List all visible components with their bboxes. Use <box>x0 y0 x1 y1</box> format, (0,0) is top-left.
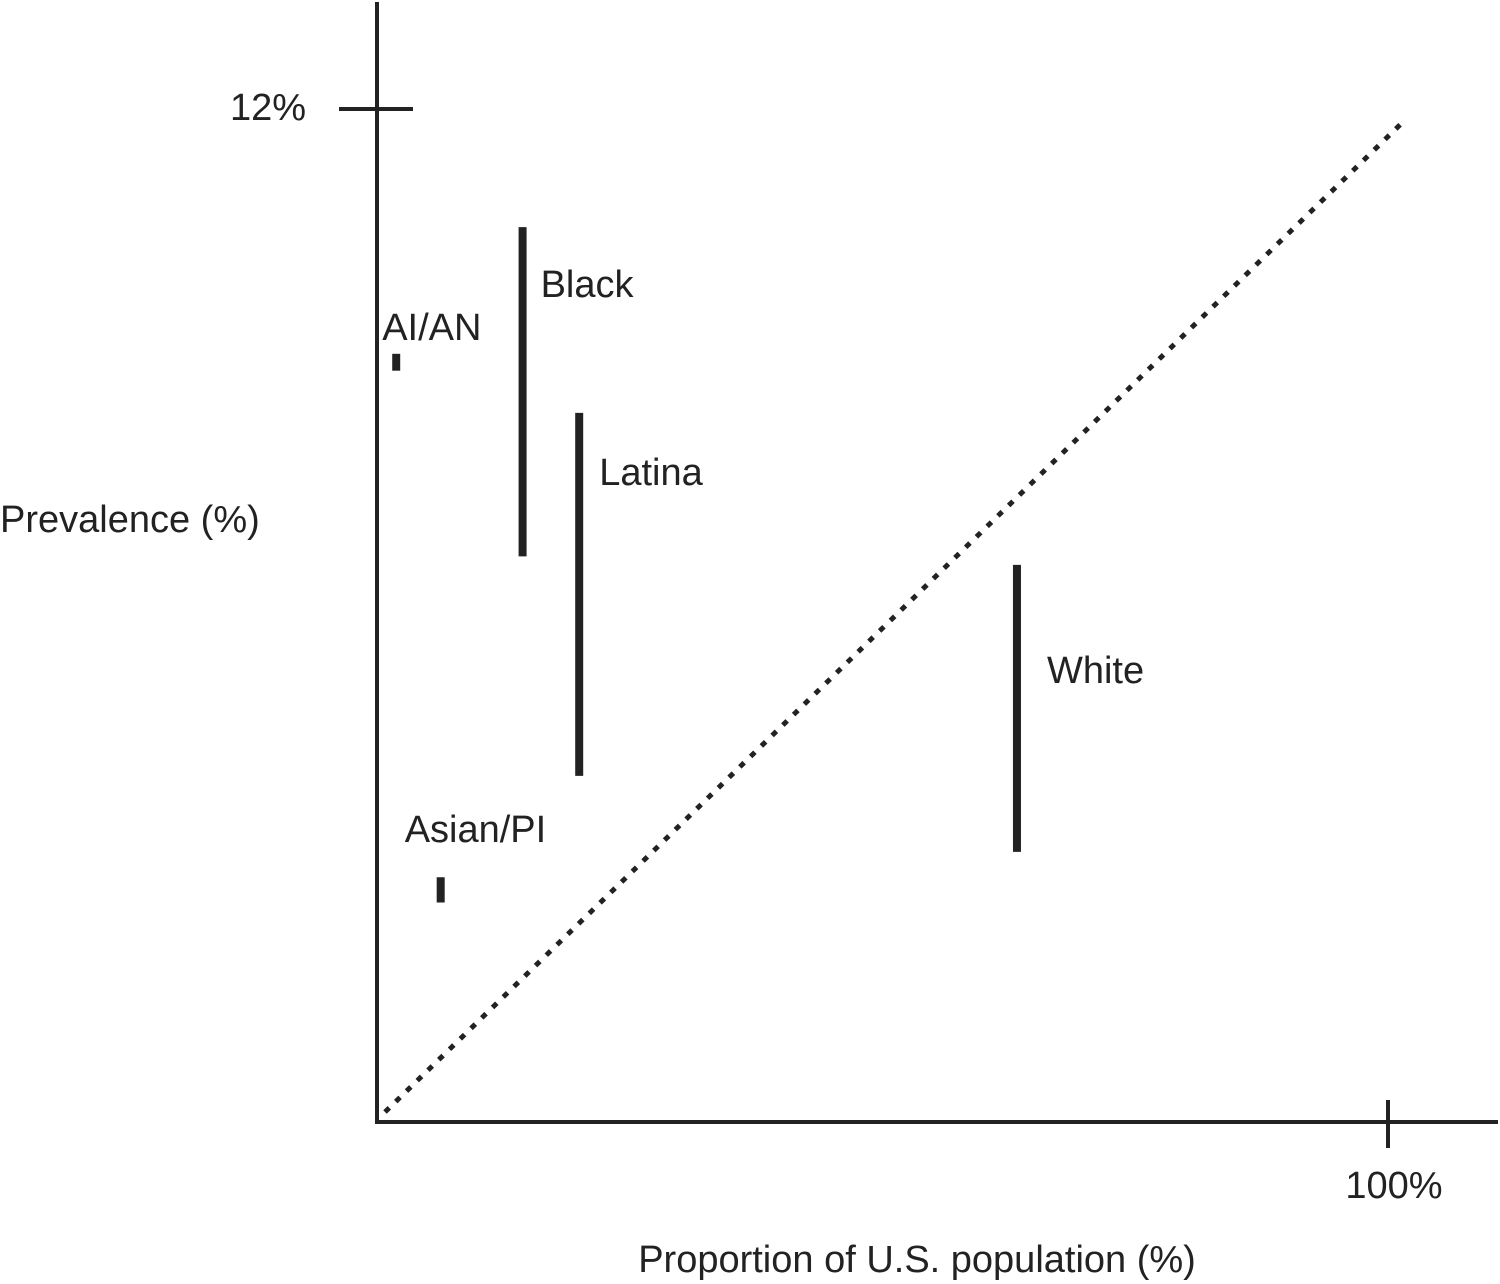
range-label-latina: Latina <box>599 452 703 494</box>
x-tick-label: 100% <box>1345 1165 1442 1207</box>
y-tick-label: 12% <box>230 87 306 129</box>
range-label-ai-an: AI/AN <box>382 307 481 349</box>
reference-diagonal-line <box>383 117 1408 1114</box>
axes <box>339 2 1498 1148</box>
x-axis-label: Proportion of U.S. population (%) <box>638 1239 1196 1281</box>
range-label-asian-pi: Asian/PI <box>405 809 547 851</box>
y-axis-label: Prevalence (%) <box>0 499 260 541</box>
range-label-white: White <box>1047 650 1144 692</box>
range-bars: AI/AN Black Latina Asian/PI White <box>382 227 1144 903</box>
range-label-black: Black <box>541 264 635 306</box>
